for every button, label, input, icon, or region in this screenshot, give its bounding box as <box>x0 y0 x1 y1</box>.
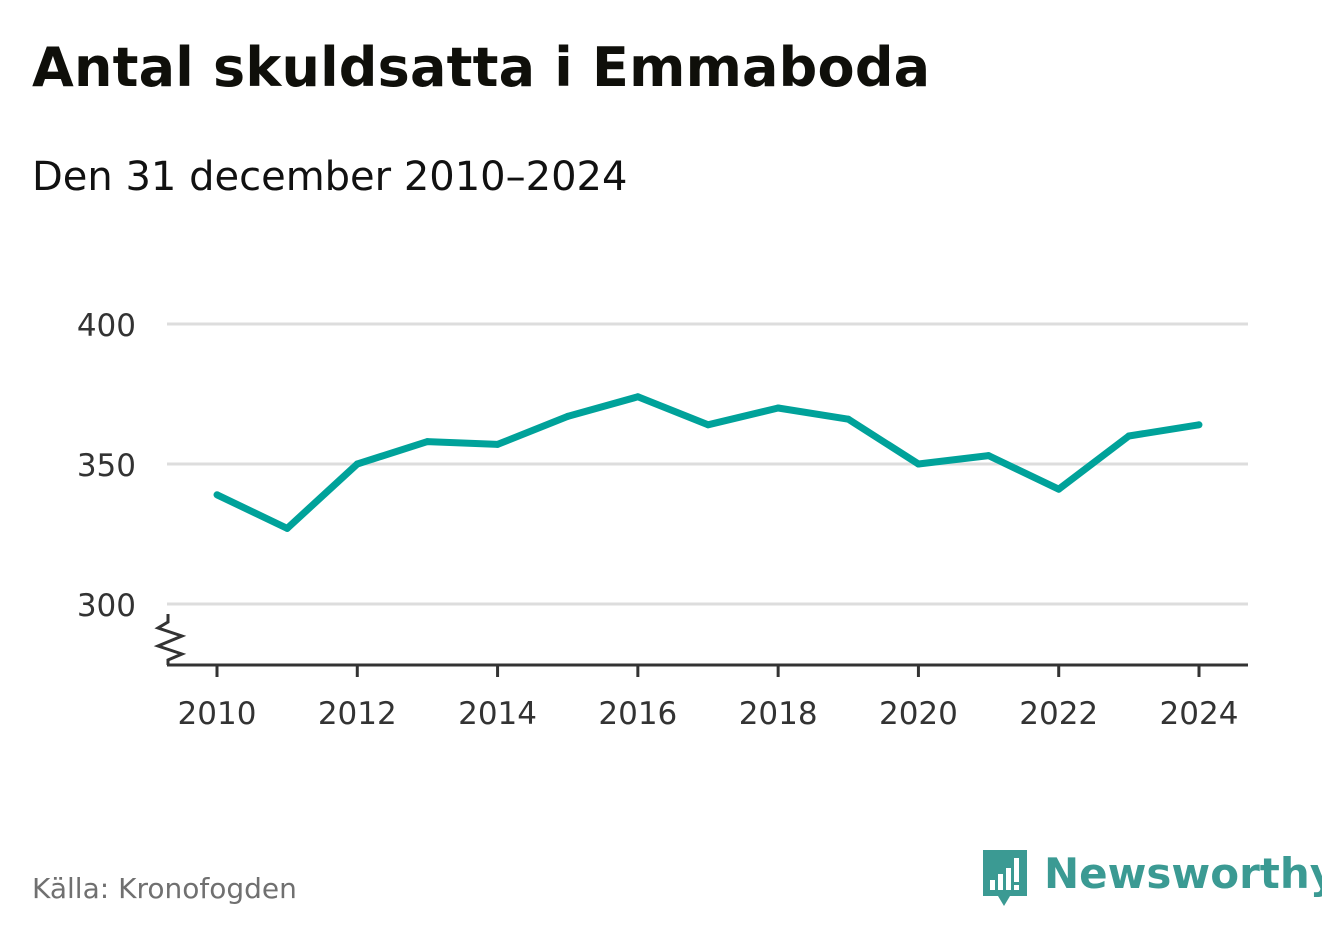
x-tick-label: 2024 <box>1160 696 1239 732</box>
y-tick-label: 350 <box>77 448 136 484</box>
x-tick-label: 2020 <box>879 696 958 732</box>
data-point-2020 <box>914 460 922 468</box>
y-axis-labels: 300 350 400 <box>77 308 136 624</box>
chart-subtitle: Den 31 december 2010–2024 <box>32 154 628 200</box>
gridlines <box>167 322 1248 606</box>
data-point-2022 <box>1055 485 1063 493</box>
data-point-2018 <box>774 404 782 412</box>
axis-break-marker <box>153 614 187 665</box>
source-note: Källa: Kronofogden <box>32 872 297 905</box>
data-point-2016 <box>634 393 642 401</box>
data-point-2024 <box>1195 421 1203 429</box>
y-tick-label: 300 <box>77 588 136 624</box>
y-tick-label: 400 <box>77 308 136 344</box>
x-tick-label: 2010 <box>178 696 257 732</box>
data-point-2012 <box>353 460 361 468</box>
x-axis-labels: 2010 2012 2014 2016 2018 2020 2022 2024 <box>178 696 1239 732</box>
data-point-2014 <box>494 440 502 448</box>
series-layer <box>213 393 1203 532</box>
x-tick-label: 2014 <box>458 696 537 732</box>
data-point-2015 <box>564 412 572 420</box>
newsworthy-logo-icon <box>983 850 1027 906</box>
data-point-2011 <box>283 524 291 532</box>
x-tick-label: 2016 <box>598 696 677 732</box>
data-point-2019 <box>844 415 852 423</box>
x-tick-label: 2012 <box>318 696 397 732</box>
data-point-2023 <box>1125 432 1133 440</box>
data-point-2017 <box>704 421 712 429</box>
chart-title: Antal skuldsatta i Emmaboda <box>32 36 931 99</box>
data-point-2013 <box>423 438 431 446</box>
x-axis <box>153 614 1248 677</box>
data-point-2010 <box>213 491 221 499</box>
data-point-2021 <box>985 452 993 460</box>
x-tick-label: 2018 <box>739 696 818 732</box>
brand-name: Newsworthy <box>1044 849 1322 898</box>
brand-logo: Newsworthy <box>980 846 1322 910</box>
x-tick-label: 2022 <box>1019 696 1098 732</box>
